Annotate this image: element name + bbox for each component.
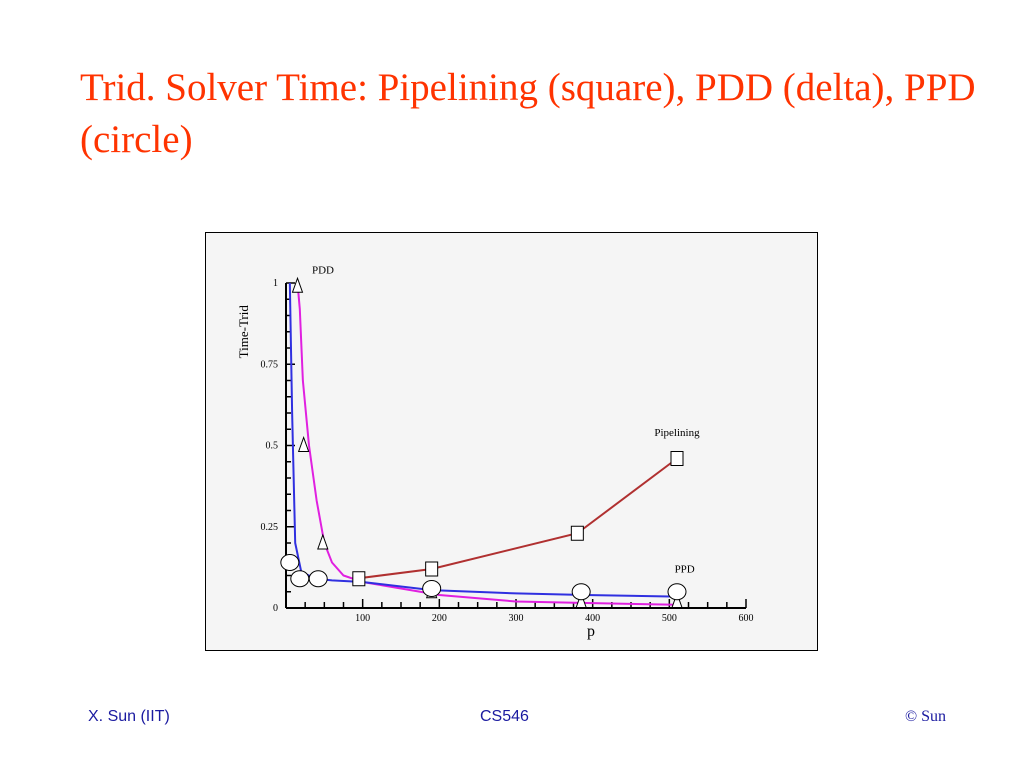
- annotation-ppd: PPD: [675, 563, 695, 575]
- x-tick-label: 200: [432, 613, 447, 624]
- x-tick-label: 100: [355, 613, 370, 624]
- ppd-circle-marker: [280, 554, 300, 571]
- ppd-circle-marker: [290, 570, 310, 588]
- annotation-pdd: PDD: [312, 264, 334, 276]
- pdd-triangle-marker: [297, 436, 310, 452]
- pipelining-square-marker: [670, 451, 684, 466]
- y-tick-label: 0.25: [261, 522, 279, 533]
- y-tick-label: 0: [273, 603, 278, 614]
- series-line-ppd: [288, 282, 678, 598]
- pdd-triangle-marker: [317, 533, 329, 550]
- x-tick-label: 400: [585, 613, 600, 624]
- pdd-triangle-marker: [291, 276, 304, 293]
- ppd-circle-marker: [667, 583, 687, 601]
- x-tick-label: 600: [739, 613, 754, 624]
- pdd-triangle-marker: [575, 592, 587, 608]
- ppd-circle-marker: [422, 580, 442, 597]
- slide-title: Trid. Solver Time: Pipelining (square), …: [80, 66, 976, 161]
- pdd-triangle-marker: [671, 592, 683, 608]
- tridiagonal-solver-time-chart: 100 200 300 400 500 600 0 0.25 0.5 0.75 1 p Time-Tri…: [236, 264, 754, 640]
- y-tick-label: 1: [273, 278, 278, 289]
- pipelining-square-marker: [352, 571, 366, 587]
- y-tick-label: 0.5: [266, 441, 279, 452]
- x-tick-label: 500: [662, 613, 677, 624]
- chart-frame: 100 200 300 400 500 600 0 0.25 0.5 0.75 1 p Time-Tri…: [205, 232, 818, 651]
- pipelining-square-marker: [425, 561, 439, 577]
- series-line-pdd: [296, 282, 678, 606]
- y-tick-label: 0.75: [261, 359, 279, 370]
- footer-author: X. Sun (IIT): [88, 708, 170, 725]
- ppd-circle-marker: [308, 570, 328, 588]
- annotation-pipelining: Pipelining: [654, 427, 700, 439]
- y-axis-label: Time-Trid: [236, 305, 251, 359]
- footer-copyright: © Sun: [905, 708, 947, 725]
- x-axis-label: p: [587, 623, 595, 640]
- pipelining-square-marker: [570, 525, 584, 541]
- x-tick-label: 300: [509, 613, 524, 624]
- footer-course: CS546: [480, 708, 529, 725]
- ppd-circle-marker: [571, 583, 591, 601]
- series-line-pipelining: [354, 457, 678, 580]
